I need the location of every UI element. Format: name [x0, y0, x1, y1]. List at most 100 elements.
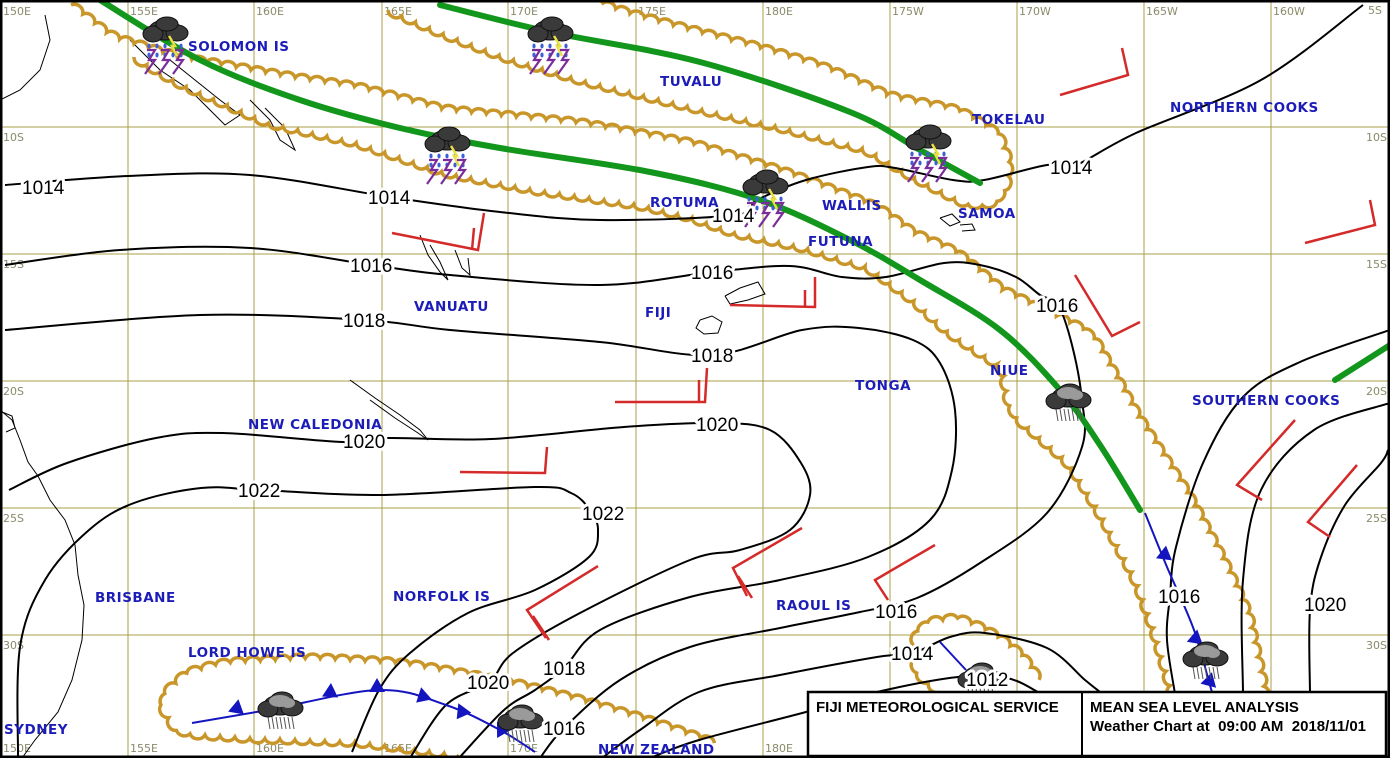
trough-line	[939, 641, 967, 671]
lon-label: 170E	[510, 5, 538, 18]
coastline	[959, 223, 976, 232]
lat-label: 10S	[3, 131, 24, 144]
isobar-label: 1018	[343, 311, 385, 332]
isobar-labels: 1014 1014 1014 1014 1016 1016 1016 1018 …	[19, 155, 1349, 743]
isobar-line	[4, 4, 1364, 222]
wind-barb	[1306, 464, 1358, 539]
coastlines	[0, 14, 976, 758]
place-label-solomon-is: SOLOMON IS	[188, 39, 289, 55]
lon-label: 150E	[3, 5, 31, 18]
place-label-fiji: FIJI	[645, 305, 671, 321]
isobar-label: 1018	[543, 659, 585, 680]
lon-label: 170W	[1019, 5, 1051, 18]
lat-label: 15S	[1366, 258, 1387, 271]
longitude-labels-top: 150E 155E 160E 165E 170E 175E 180E 175W …	[3, 5, 1305, 18]
isobar-label: 1016	[1036, 296, 1078, 317]
thunderstorm-icon	[527, 16, 574, 75]
wind-barb	[1073, 274, 1141, 338]
cloud-band-outline	[386, 0, 1015, 211]
isobar-label: 1016	[875, 602, 917, 623]
isobar-label: 1018	[691, 346, 733, 367]
wind-barb	[459, 446, 549, 475]
place-label-tuvalu: TUVALU	[660, 74, 722, 90]
place-label-new-caledonia: NEW CALEDONIA	[248, 417, 382, 433]
cloud-band-outline	[906, 612, 1042, 695]
isobar-label: 1016	[691, 263, 733, 284]
thunderstorm-icon	[905, 124, 952, 183]
thunderstorm-icon	[142, 16, 189, 75]
valid-prefix: Weather Chart at	[1090, 718, 1210, 735]
cold-front-triangle	[416, 687, 432, 703]
cold-front-triangle	[1186, 629, 1203, 645]
place-label-samoa: SAMOA	[958, 206, 1016, 222]
cold-front-triangle	[369, 678, 385, 692]
isobar-line	[4, 245, 1087, 758]
wind-barb	[1059, 47, 1130, 97]
lat-label: 20S	[3, 385, 24, 398]
lon-label: 160W	[1273, 5, 1305, 18]
lat-label: 25S	[1366, 512, 1387, 525]
convergence-zone-line	[97, 0, 1143, 513]
lat-label: 25S	[3, 512, 24, 525]
isobar-label: 1012	[966, 670, 1008, 691]
wind-barb	[729, 277, 817, 309]
lat-label: 30S	[1366, 639, 1387, 652]
wind-barbs	[391, 47, 1377, 641]
coastline	[129, 39, 241, 126]
isobar-label: 1020	[467, 673, 509, 694]
wind-barb	[531, 615, 551, 641]
thunderstorm-icon	[424, 126, 471, 185]
cloud-bands	[70, 0, 1275, 758]
rain-cloud-icon	[257, 691, 304, 730]
valid-time: 09:00 AM	[1218, 718, 1283, 735]
place-label-lord-howe-is: LORD HOWE IS	[188, 645, 306, 661]
lon-label: 180E	[765, 742, 793, 755]
place-label-niue: NIUE	[990, 363, 1029, 379]
isobar-label: 1014	[1050, 158, 1093, 179]
isobar-line	[601, 631, 1101, 758]
rain-cloud-icon	[1182, 641, 1229, 680]
thunderstorm-icon	[742, 169, 789, 228]
lon-label: 155E	[130, 5, 158, 18]
coastline	[0, 409, 85, 758]
isobar-label: 1020	[1304, 595, 1346, 616]
isobar-label: 1014	[368, 188, 411, 209]
place-label-rotuma: ROTUMA	[650, 195, 719, 211]
rain-cloud-icon	[1045, 383, 1092, 422]
coastline	[1, 411, 16, 433]
wind-barb	[736, 575, 754, 599]
place-label-brisbane: BRISBANE	[95, 590, 176, 606]
lon-label: 160E	[256, 742, 284, 755]
agency-name: FIJI METEOROLOGICAL SERVICE	[816, 699, 1059, 716]
isobar-line	[16, 485, 600, 758]
coastline	[939, 213, 961, 227]
coastline	[419, 234, 449, 281]
lon-label: 165W	[1146, 5, 1178, 18]
weather-symbols	[142, 16, 1229, 743]
cold-front-triangle	[1156, 545, 1172, 561]
coastline	[249, 99, 297, 152]
wind-barb	[1235, 419, 1296, 502]
cold-front-triangle	[322, 683, 338, 698]
latitude-labels-right: 5S 10S 15S 20S 25S 30S	[1366, 4, 1387, 652]
isobar-label: 1022	[238, 481, 280, 502]
title-box-frame	[806, 690, 1388, 758]
isobar-label: 1016	[350, 256, 392, 277]
lon-label: 170E	[510, 742, 538, 755]
place-label-southern-cooks: SOUTHERN COOKS	[1192, 393, 1340, 409]
isobar-label: 1016	[1158, 587, 1200, 608]
valid-date: 2018/11/01	[1292, 718, 1366, 735]
cold-front-triangle	[228, 699, 244, 715]
isobar-label: 1020	[343, 432, 385, 453]
place-label-futuna: FUTUNA	[808, 234, 873, 250]
coastline	[349, 379, 429, 441]
cloud-band-outline	[132, 56, 1180, 747]
coastline	[454, 249, 471, 277]
lat-label: 10S	[1366, 131, 1387, 144]
place-label-sydney: SYDNEY	[4, 722, 68, 738]
cloud-band-outline	[157, 652, 717, 758]
cold-front-triangle	[456, 703, 472, 720]
